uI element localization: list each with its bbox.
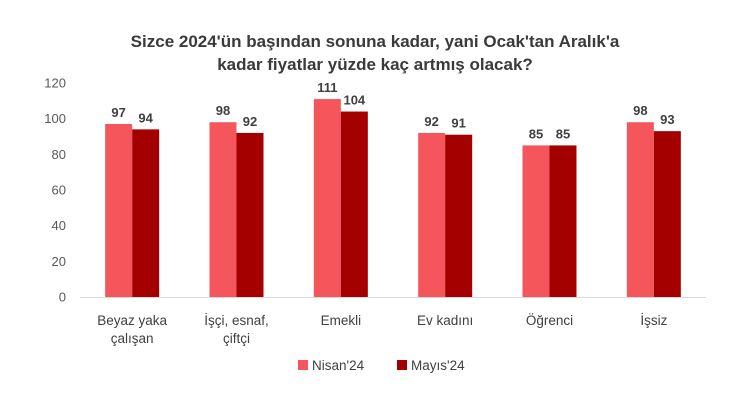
data-label: 85 [556, 126, 570, 141]
x-axis: Beyaz yaka çalışan İşçi, esnaf, çiftçi Emekl… [80, 297, 706, 346]
bar [132, 129, 160, 297]
y-tick-label: 100 [44, 111, 66, 126]
legend-label: Nisan'24 [312, 358, 365, 373]
data-label: 85 [529, 126, 543, 141]
bar [549, 145, 577, 297]
y-tick-label: 40 [52, 218, 66, 233]
x-tick-label: Öğrenci [526, 313, 573, 328]
bars: 97 94 98 92 111 104 92 91 85 85 98 93 [105, 80, 681, 298]
bar [445, 134, 473, 297]
chart-title: Sizce 2024'ün başından sonuna kadar, yan… [131, 32, 620, 74]
data-label: 97 [111, 105, 125, 120]
y-tick-label: 120 [44, 76, 66, 91]
y-axis: 0 20 40 60 80 100 120 [44, 76, 66, 305]
x-tick-label: Beyaz yaka [97, 313, 167, 328]
data-label: 92 [243, 114, 257, 129]
data-label: 111 [317, 80, 337, 95]
data-label: 93 [660, 112, 674, 127]
data-label: 98 [633, 103, 647, 118]
x-tick-label: çalışan [111, 331, 154, 346]
bar [313, 99, 341, 297]
x-tick-label: İşçi, esnaf, [204, 313, 269, 328]
y-tick-label: 0 [59, 290, 66, 305]
bar [236, 132, 264, 297]
bar [418, 132, 446, 297]
data-label: 98 [216, 103, 230, 118]
x-tick-label: Emekli [321, 313, 362, 328]
bar [522, 145, 550, 297]
y-tick-label: 80 [52, 147, 66, 162]
legend-label: Mayıs'24 [411, 358, 465, 373]
legend-swatch [298, 360, 308, 370]
bar [653, 131, 681, 297]
x-tick-label: İşsiz [640, 313, 667, 328]
legend-swatch [397, 360, 407, 370]
bar [105, 124, 133, 298]
data-label: 92 [424, 114, 438, 129]
bar [209, 122, 237, 297]
x-tick-label: çiftçi [223, 331, 250, 346]
y-tick-label: 20 [52, 254, 66, 269]
data-label: 104 [343, 93, 365, 108]
legend: Nisan'24 Mayıs'24 [298, 358, 465, 373]
bar [626, 122, 654, 297]
x-tick-label: Ev kadını [417, 313, 473, 328]
data-label: 91 [451, 116, 465, 131]
chart-title-line: Sizce 2024'ün başından sonuna kadar, yan… [131, 32, 620, 51]
bar [340, 111, 368, 298]
chart-title-line: kadar fiyatlar yüzde kaç artmış olacak? [217, 55, 533, 74]
y-tick-label: 60 [52, 183, 66, 198]
data-label: 94 [138, 110, 153, 125]
